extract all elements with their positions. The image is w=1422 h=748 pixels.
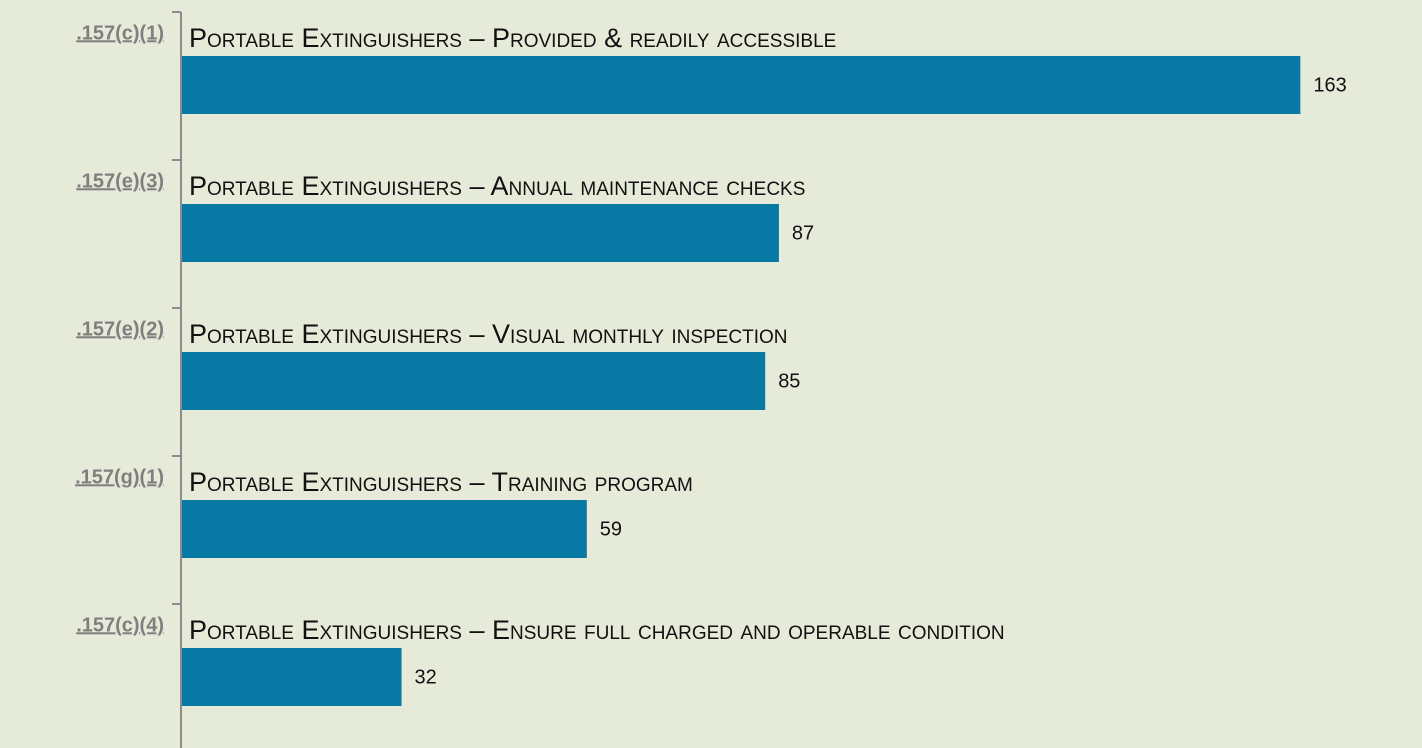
value-label: 163 xyxy=(1313,74,1346,96)
bar xyxy=(182,648,402,706)
bar xyxy=(182,56,1301,114)
category-label: .157(e)(2) xyxy=(76,318,164,340)
value-label: 85 xyxy=(778,370,800,392)
bar-description: Portable Extinguishers – Provided & read… xyxy=(189,23,836,53)
category-label: .157(c)(1) xyxy=(76,22,164,44)
bar xyxy=(182,500,587,558)
bar xyxy=(182,204,779,262)
category-label: .157(c)(4) xyxy=(76,614,164,636)
bar-description: Portable Extinguishers – Visual monthly … xyxy=(189,319,788,349)
value-label: 59 xyxy=(600,518,622,540)
value-label: 32 xyxy=(415,666,437,688)
category-label: .157(e)(3) xyxy=(76,170,164,192)
bar-description: Portable Extinguishers – Annual maintena… xyxy=(189,171,805,201)
bar xyxy=(182,352,766,410)
category-label: .157(g)(1) xyxy=(75,466,164,488)
bar-description: Portable Extinguishers – Ensure full cha… xyxy=(189,615,1005,645)
value-label: 87 xyxy=(792,222,814,244)
bar-description: Portable Extinguishers – Training progra… xyxy=(189,467,693,497)
